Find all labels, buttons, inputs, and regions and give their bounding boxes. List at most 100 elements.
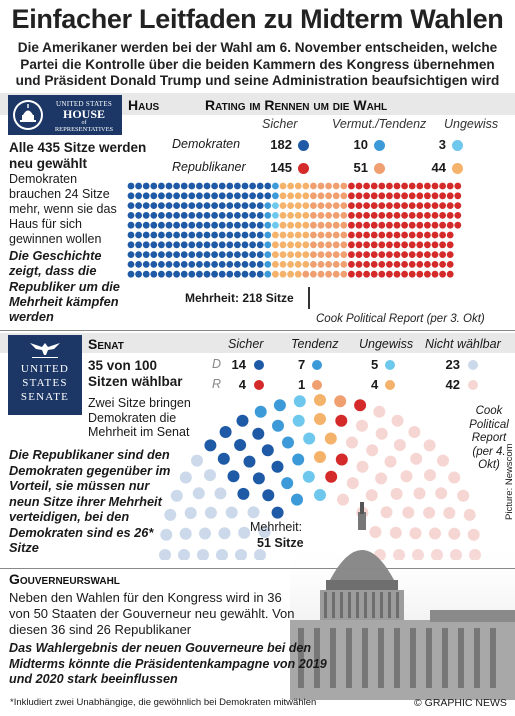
senate-legend-r-notup (468, 380, 478, 390)
house-seat-dot (150, 270, 158, 278)
house-seat-dot (370, 212, 378, 219)
house-seat-dot (416, 241, 424, 249)
senate-legend-d-safe (254, 360, 264, 370)
senate-row-r: R (212, 377, 222, 391)
house-seat-dot (310, 241, 317, 249)
house-seat-dot (294, 231, 302, 239)
house-seat-dot (287, 251, 294, 258)
house-seat-dot (249, 202, 256, 210)
house-seats-text: Demokraten brauchen 24 Sitze mehr, wenn … (9, 172, 117, 246)
house-seat-dot (310, 270, 317, 278)
house-seat-dot (446, 231, 454, 239)
house-seat-dot (340, 261, 348, 268)
house-seat-dot (135, 192, 143, 200)
legend-rep-safe-dot (298, 163, 309, 174)
house-seat-dot (158, 182, 165, 190)
house-seat-dot (416, 270, 424, 278)
house-seat-dot (196, 221, 203, 229)
house-seat-dot (173, 202, 181, 210)
house-seat-dot (378, 251, 386, 258)
senate-seat-dot (435, 487, 448, 500)
house-seat-dot (150, 202, 158, 210)
senate-seat-dot (314, 413, 326, 425)
house-seat-dot (355, 182, 363, 190)
senate-seat-dot (457, 489, 470, 502)
house-seat-dot (317, 251, 325, 258)
house-seat-dot (264, 270, 272, 278)
senate-seat-dot (354, 399, 367, 412)
house-seat-dot (408, 251, 416, 258)
house-seat-dot (370, 270, 378, 278)
senate-seat-dot (252, 427, 265, 440)
house-seat-dot (332, 251, 340, 258)
house-seat-dot (249, 261, 256, 268)
house-seat-dot (370, 241, 378, 249)
house-seat-dot (264, 251, 272, 258)
house-seat-dot (241, 182, 249, 190)
senate-seat-dot (179, 527, 192, 540)
house-seat-dot (234, 251, 241, 258)
house-seat-dot (249, 241, 256, 249)
house-seat-dot (424, 251, 431, 258)
senate-seat-dot (235, 549, 247, 560)
senate-seat-dot (238, 526, 251, 539)
house-seat-dot (355, 192, 363, 200)
house-seat-dot (431, 202, 439, 210)
house-seat-dot (287, 182, 294, 190)
senate-seat-dot (204, 439, 217, 452)
senate-republicans-text: Die Republikaner sind den Demokraten geg… (9, 447, 171, 555)
house-seat-dot (173, 251, 181, 258)
senate-seat-dot (227, 470, 240, 483)
house-seat-dot (325, 212, 332, 219)
senate-seat-dot (170, 489, 183, 502)
house-seat-dot (203, 202, 211, 210)
house-seat-dot (355, 212, 363, 219)
house-seat-dot (211, 221, 219, 229)
senate-seat-dot (346, 477, 359, 490)
house-seat-dot (348, 261, 355, 268)
house-seat-dot (272, 241, 279, 249)
senate-legend-r-tossup (385, 380, 395, 390)
house-seat-dot (211, 231, 219, 239)
senate-d-tossup: 5 (371, 357, 379, 372)
house-seat-dot (378, 270, 386, 278)
house-seat-dot (158, 202, 165, 210)
house-seat-dot (363, 221, 370, 229)
house-seat-dot (279, 221, 287, 229)
senate-seat-dot (413, 487, 426, 500)
house-seat-dot (203, 192, 211, 200)
house-seat-dot (416, 202, 424, 210)
house-seat-dot (325, 202, 332, 210)
house-seat-dot (310, 251, 317, 258)
senate-seat-dot (335, 453, 348, 466)
house-rating-header: Rating im Rennen um die Wahl (205, 97, 388, 113)
house-seat-dot (446, 192, 454, 200)
house-seat-dot (173, 261, 181, 268)
house-seat-dot (454, 212, 462, 219)
house-seat-dot (401, 231, 408, 239)
house-seat-dot (256, 202, 264, 210)
house-seat-dot (325, 251, 332, 258)
house-seat-dot (226, 212, 234, 219)
house-seat-dot (127, 241, 135, 249)
house-seat-dot (256, 212, 264, 219)
house-seat-dot (196, 241, 203, 249)
house-seat-dot (203, 212, 211, 219)
senate-d-lean: 7 (298, 357, 306, 372)
house-logo-line2: HOUSE (62, 107, 105, 121)
senate-seat-dot (192, 487, 205, 500)
senate-seat-dot (375, 427, 388, 440)
house-seat-dot (386, 192, 393, 200)
house-seat-dot (234, 261, 241, 268)
capitol-building-image (290, 502, 515, 700)
senate-seat-dot (314, 394, 326, 406)
house-seat-dot (439, 202, 446, 210)
house-seat-dot (234, 221, 241, 229)
house-seat-dot (401, 221, 408, 229)
house-seat-dot (408, 221, 416, 229)
house-seat-dot (340, 231, 348, 239)
house-seat-dot (158, 231, 165, 239)
house-seat-dot (135, 182, 143, 190)
senate-seat-dot (258, 526, 271, 538)
house-seat-dot (424, 231, 431, 239)
